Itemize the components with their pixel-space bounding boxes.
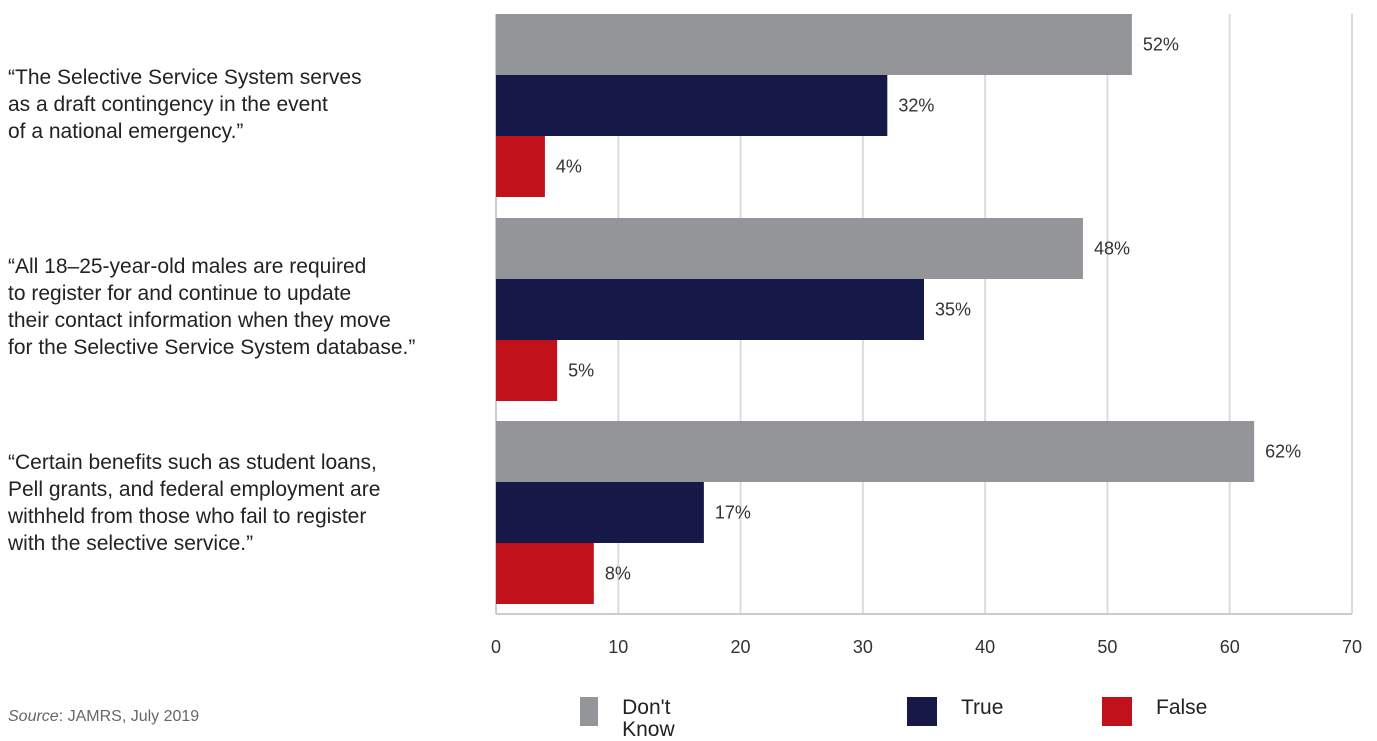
legend-swatch — [907, 697, 937, 726]
category-label-line: as a draft contingency in the event — [8, 93, 328, 116]
category-label-line: “The Selective Service System serves — [8, 66, 362, 89]
legend-label: Don't Know — [622, 696, 675, 741]
x-tick-label-0: 0 — [491, 637, 501, 657]
data-label: 52% — [1143, 35, 1179, 55]
category-label-line: for the Selective Service System databas… — [8, 336, 416, 359]
legend-item-true: True — [907, 697, 1003, 726]
data-label: 35% — [935, 300, 971, 320]
x-tick-label-20: 20 — [731, 637, 751, 657]
bar-3-false — [496, 543, 594, 604]
legend-label: False — [1156, 696, 1208, 719]
source-note: Source: JAMRS, July 2019 — [8, 708, 200, 725]
data-label: 48% — [1094, 239, 1130, 259]
bar-2-don-t-know — [496, 218, 1083, 279]
data-label: 17% — [715, 503, 751, 523]
bar-3-don-t-know — [496, 421, 1255, 482]
bar-chart: 0 10 20 30 40 50 60 70 52% 32% 4% 48% 35% 5% 62% 17% 8% — [491, 14, 1362, 657]
x-tick-label-10: 10 — [608, 637, 628, 657]
category-label-1: “The Selective Service System serves as a… — [8, 64, 493, 145]
bar-3-true — [496, 482, 704, 543]
category-label-line: to register for and continue to update — [8, 282, 352, 305]
bar-1-true — [496, 75, 888, 136]
category-label-3: “Certain benefits such as student loans,… — [8, 449, 493, 557]
data-label: 4% — [556, 157, 582, 177]
category-label-2: “All 18–25-year-old males are required to… — [8, 253, 493, 361]
legend-item-don-t-know: Don't Know — [580, 697, 687, 741]
category-label-line: “Certain benefits such as student loans, — [8, 451, 377, 474]
bar-1-don-t-know — [496, 14, 1132, 75]
legend-item-false: False — [1102, 697, 1207, 726]
category-label-line: withheld from those who fail to register — [8, 505, 367, 528]
category-label-line: of a national emergency.” — [8, 120, 244, 143]
legend-swatch — [580, 697, 599, 726]
x-tick-label-50: 50 — [1097, 637, 1117, 657]
data-label: 62% — [1265, 442, 1301, 462]
category-label-line: their contact information when they move — [8, 309, 391, 332]
data-label: 32% — [898, 96, 934, 116]
x-tick-label-30: 30 — [853, 637, 873, 657]
data-label: 8% — [605, 564, 631, 584]
x-tick-label-70: 70 — [1342, 637, 1362, 657]
bar-2-true — [496, 279, 924, 340]
category-label-line: Pell grants, and federal employment are — [8, 478, 381, 501]
legend-swatch — [1102, 697, 1132, 726]
x-tick-label-40: 40 — [975, 637, 995, 657]
category-label-line: with the selective service.” — [8, 532, 254, 555]
data-label: 5% — [568, 361, 594, 381]
bar-1-false — [496, 136, 545, 197]
legend-label: True — [961, 696, 1004, 719]
x-tick-label-60: 60 — [1220, 637, 1240, 657]
category-label-line: “All 18–25-year-old males are required — [8, 255, 367, 278]
bar-2-false — [496, 340, 558, 401]
